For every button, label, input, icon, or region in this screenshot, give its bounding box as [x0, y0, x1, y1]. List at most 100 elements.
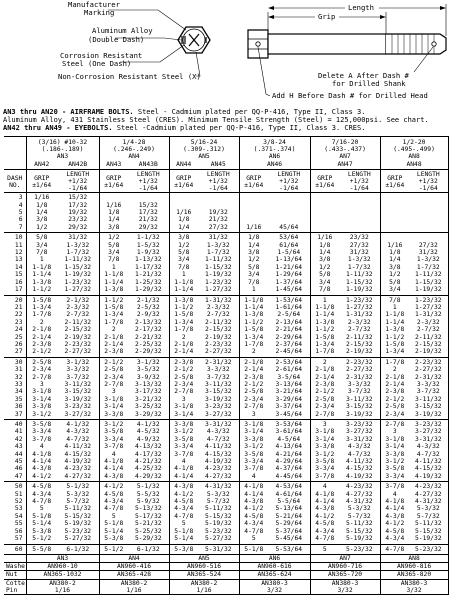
grip-arrow-right: [380, 15, 386, 19]
dash-number-cell: 5: [4, 209, 27, 217]
grip-cell: 2-1/2: [315, 388, 335, 396]
dash-header-l2: NO.: [9, 181, 21, 189]
grip-cell: 1/2: [319, 263, 331, 271]
grip-cell: 5-1/2: [99, 543, 129, 555]
grip-cell: 1-1/8: [32, 263, 52, 271]
grip-cell: 4-3/4: [315, 527, 335, 535]
length-cell: 2-31/32: [339, 373, 381, 381]
grip-cell: 2-5/8: [385, 403, 405, 411]
grip-cell: 3-5/8: [174, 435, 194, 443]
length-cell: 4-19/32: [57, 458, 100, 466]
grip-cell: 5/8: [389, 278, 401, 286]
length-cell: 3-53/64: [268, 419, 311, 429]
dash-number-cell: 26: [4, 340, 27, 349]
table-row: 7 1/2 29/32 3/8 29/32 1/4 27/32 1/16 45/64: [4, 223, 449, 233]
length-header-l1: LENGTH: [277, 171, 301, 179]
table-row: 24 2-1/8 2-15/32 2 2-17/32 1-7/8 2-15/32 1-5/8 2…: [4, 326, 449, 334]
drilled-shank-hole: [431, 41, 437, 47]
grip-cell: 2-1/4: [32, 333, 52, 341]
length-cell: [198, 201, 240, 210]
length-cell: 2-17/32: [128, 326, 170, 334]
footer-an-row-cell: AN5: [169, 553, 240, 563]
grip-cell: 3-1/8: [104, 395, 124, 403]
grip-cell: 5-1/8: [239, 543, 269, 555]
length-cell: 5-23/32: [57, 527, 100, 536]
table-row: 40 3-5/8 4-1/32 3-1/2 4-1/32 3-3/8 3-31/32 3-1/…: [4, 419, 449, 429]
length-cell: 5-15/32: [57, 512, 100, 521]
eyebolt-number: AN48: [380, 160, 449, 171]
length-cell: 17/32: [128, 209, 170, 217]
dash-number-cell: 55: [4, 520, 27, 528]
length-header-l1: LENGTH: [136, 171, 160, 179]
footer-nut-row-label: Nut: [4, 570, 27, 580]
length-cell: 1-25/32: [128, 278, 170, 287]
grip-cell: 2-3/8: [244, 373, 264, 381]
grip-cell: 1/4: [108, 216, 120, 224]
grip-cell: 1/2: [36, 223, 48, 231]
grip-cell: 5: [310, 543, 340, 555]
grip-cell: 4-1/2: [174, 490, 194, 498]
grip-header-l1: GRIP: [176, 174, 192, 182]
size-thread: 3/8-24: [239, 136, 311, 146]
length-cell: 21/32: [198, 216, 240, 224]
length-header-l1: LENGTH: [347, 171, 371, 179]
grip-cell: 2-1/2: [99, 356, 129, 367]
grip-cell: 2-1/4: [104, 340, 124, 348]
length-cell: 4-53/64: [268, 481, 311, 491]
length-cell: 2-31/32: [409, 373, 449, 381]
length-cell: 1-27/32: [409, 303, 449, 312]
length-cell: 5-3/32: [409, 505, 449, 513]
table-row: 60 5-5/8 6-1/32 5-1/2 6-1/32 5-3/8 5-31/32 5-1/…: [4, 543, 449, 555]
length-cell: 1-7/32: [409, 263, 449, 272]
footer-pin-row: Pin 1/16 1/16 1/16 3/32 3/32 3/32: [4, 586, 449, 595]
grip-cell: [239, 192, 269, 202]
length-cell: 2-23/32: [339, 356, 381, 367]
length-cell: 2-61/64: [268, 366, 311, 374]
grip-cell: 3/4: [108, 249, 120, 257]
length-cell: 1-1/32: [128, 232, 170, 242]
grip-cell: 4: [251, 472, 256, 480]
grip-cell: 4-1/4: [385, 505, 405, 513]
length-cell: 4-25/32: [128, 465, 170, 473]
length-cell: 5-27/32: [198, 535, 240, 544]
grip-cell: 5: [111, 512, 116, 520]
grip-cell: 1-3/4: [32, 303, 52, 311]
grip-cell: 2-3/8: [385, 388, 405, 396]
grip-cell: 7/8: [319, 286, 331, 294]
length-cell: 3-23/32: [409, 419, 449, 429]
length-cell: 4-17/32: [128, 450, 170, 459]
size-diameter: (.246-.249): [99, 146, 170, 154]
grip-cell: 3/8: [248, 249, 260, 257]
table-row: 46 4-3/8 4-23/32 4-1/4 4-25/32 4-1/8 4-23/32 3-…: [4, 465, 449, 473]
length-cell: 4-3/32: [57, 428, 100, 436]
length-cell: [339, 209, 381, 217]
length-header-l2: +1/32: [279, 178, 299, 186]
grip-cell: 1-5/8: [26, 294, 57, 304]
length-cell: 4-29/32: [128, 472, 170, 482]
grip-cell: 1-1/8: [174, 278, 194, 286]
grip-cell: 4-5/8: [174, 498, 194, 506]
eyebolt-number: AN42: [26, 160, 57, 171]
length-cell: 4-37/64: [268, 465, 311, 473]
footer-pin-row-cell: 1/16: [99, 586, 170, 595]
grip-cell: 3-1/2: [174, 428, 194, 436]
grip-cell: 2-7/8: [104, 380, 124, 388]
grip-cell: 4-1/2: [32, 472, 52, 480]
grip-cell: 4-1/8: [315, 490, 335, 498]
grip-cell: 3/4: [319, 278, 331, 286]
length-cell: 1-31/32: [198, 294, 240, 304]
length-arrow-right: [440, 6, 446, 10]
dash-number-cell: 60: [4, 543, 27, 555]
grip-cell: 1-3/8: [385, 326, 405, 334]
grip-cell: 2-5/8: [26, 356, 57, 367]
grip-cell: 1-7/8: [244, 340, 264, 348]
grip-cell: 3/8: [36, 216, 48, 224]
length-cell: 2-23/32: [409, 356, 449, 367]
eyebolt-number: AN43B: [128, 160, 170, 171]
length-cell: 1-3/32: [57, 241, 100, 250]
dash-number-cell: 36: [4, 403, 27, 411]
grip-cell: 2-1/8: [104, 333, 124, 341]
length-cell: 15/32: [57, 192, 100, 202]
length-cell: 1-37/64: [268, 278, 311, 287]
length-cell: 5-5/32: [128, 490, 170, 499]
